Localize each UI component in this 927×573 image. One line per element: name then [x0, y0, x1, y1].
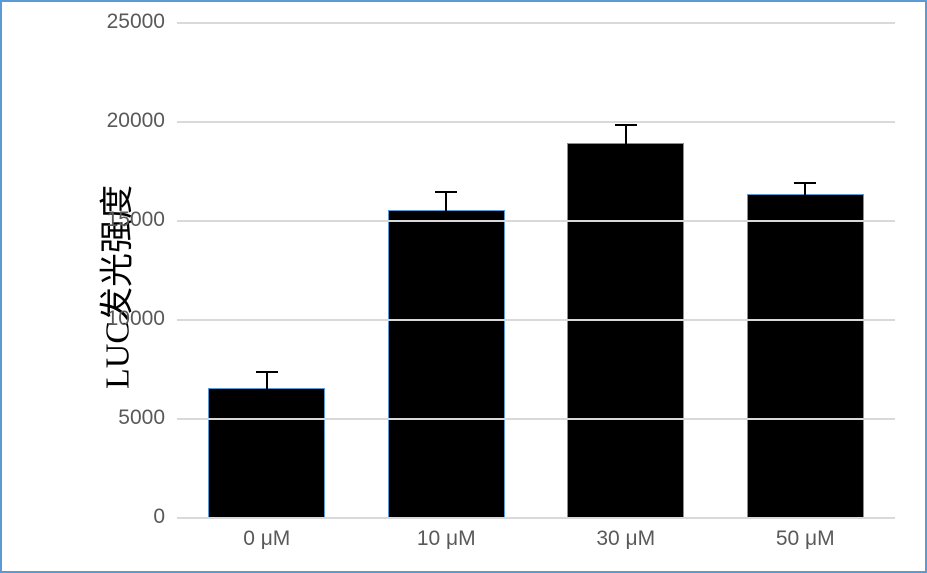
- y-tick-label: 5000: [118, 406, 165, 430]
- error-cap-bottom: [794, 204, 816, 206]
- error-cap-top: [615, 124, 637, 126]
- x-tick-label: 0 μM: [243, 527, 290, 551]
- error-bar: [625, 125, 627, 161]
- bar-group: 50 μM: [747, 22, 864, 517]
- bar: [567, 143, 684, 517]
- bar-group: 10 μM: [388, 22, 505, 517]
- grid-line: [177, 319, 895, 321]
- error-bar: [445, 192, 447, 228]
- y-tick-label: 20000: [107, 109, 165, 133]
- bar-group: 30 μM: [567, 22, 684, 517]
- error-bar: [266, 372, 268, 404]
- error-cap-top: [794, 182, 816, 184]
- error-cap-top: [256, 371, 278, 373]
- chart-outer-frame: LUC发光强度 0 μM10 μM30 μM50 μM 050001000015…: [0, 0, 927, 573]
- bar: [208, 388, 325, 517]
- error-bar: [804, 183, 806, 205]
- error-cap-top: [435, 191, 457, 193]
- bar: [747, 194, 864, 517]
- y-tick-label: 25000: [107, 10, 165, 34]
- grid-line: [177, 220, 895, 222]
- x-tick-label: 50 μM: [776, 527, 835, 551]
- bar: [388, 210, 505, 517]
- error-cap-bottom: [435, 227, 457, 229]
- error-cap-bottom: [256, 403, 278, 405]
- bars-row: 0 μM 10 μM 30 μM 50 μM: [177, 22, 895, 517]
- y-tick-label: 10000: [107, 307, 165, 331]
- error-cap-bottom: [615, 160, 637, 162]
- y-tick-label: 15000: [107, 208, 165, 232]
- plot-area: 0 μM10 μM30 μM50 μM 05000100001500020000…: [177, 22, 895, 519]
- bar-group: 0 μM: [208, 22, 325, 517]
- x-tick-label: 30 μM: [596, 527, 655, 551]
- grid-line: [177, 22, 895, 24]
- y-tick-label: 0: [153, 505, 165, 529]
- x-tick-label: 10 μM: [417, 527, 476, 551]
- plot-wrap: 0 μM10 μM30 μM50 μM 05000100001500020000…: [177, 22, 895, 519]
- grid-line: [177, 121, 895, 123]
- grid-line: [177, 418, 895, 420]
